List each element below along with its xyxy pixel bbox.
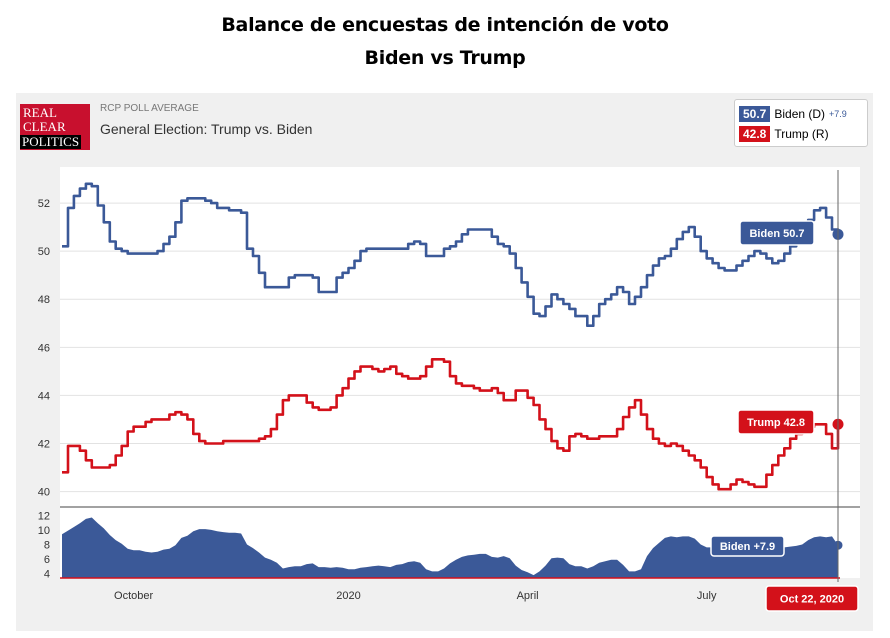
callout-biden-text: Biden 50.7 — [749, 228, 804, 240]
y-tick-label: 50 — [38, 246, 50, 258]
logo-line-1: REAL — [23, 105, 57, 120]
series-line-trump — [62, 358, 840, 491]
legend-row-biden[interactable]: 50.7 Biden (D) +7.9 — [739, 105, 847, 123]
y-tick-label: 52 — [38, 198, 50, 210]
page-title-line-1: Balance de encuestas de intención de vot… — [221, 14, 669, 36]
poll-average-label: RCP POLL AVERAGE — [100, 103, 199, 114]
x-tick-label: October — [114, 590, 153, 602]
callout-date-text: Oct 22, 2020 — [780, 593, 844, 605]
legend-biden-spread: +7.9 — [829, 109, 847, 119]
chart-heading: General Election: Trump vs. Biden — [100, 121, 313, 137]
x-tick-label: 2020 — [336, 590, 360, 602]
logo-line-3: POLITICS — [20, 134, 82, 149]
y-tick-label: 44 — [38, 390, 50, 402]
legend-row-trump[interactable]: 42.8 Trump (R) — [739, 125, 829, 143]
x-tick-label: April — [517, 590, 539, 602]
callout-spread-text: Biden +7.9 — [720, 541, 775, 553]
spread-y-tick-label: 6 — [44, 554, 50, 566]
spread-area — [62, 517, 838, 578]
y-tick-label: 40 — [38, 487, 50, 499]
legend-biden-label: Biden (D) — [774, 107, 826, 121]
rcp-logo: REAL CLEAR POLITICS — [20, 104, 90, 150]
page-title-line-2: Biden vs Trump — [364, 47, 526, 69]
spread-y-tick-label: 10 — [38, 525, 50, 537]
legend-trump-label: Trump (R) — [774, 127, 829, 141]
callout-trump-box — [737, 409, 815, 435]
callout-date-box — [765, 585, 859, 612]
y-tick-label: 48 — [38, 294, 50, 306]
callout-spread-box — [710, 535, 785, 557]
logo-line-2: CLEAR — [23, 119, 66, 134]
series-line-biden — [62, 182, 840, 327]
spread-y-tick-label: 4 — [44, 569, 50, 581]
y-tick-label: 46 — [38, 342, 50, 354]
legend-biden-value: 50.7 — [739, 106, 771, 122]
callout-trump-text: Trump 42.8 — [747, 417, 805, 429]
spread-y-tick-label: 8 — [44, 539, 50, 551]
spread-y-tick-label: 12 — [38, 510, 50, 522]
callout-biden-box — [739, 220, 815, 246]
legend: 50.7 Biden (D) +7.9 42.8 Trump (R) — [734, 99, 868, 147]
legend-trump-value: 42.8 — [739, 126, 771, 142]
y-tick-label: 42 — [38, 438, 50, 450]
x-tick-label: July — [697, 590, 717, 602]
main-plot-area — [60, 167, 860, 506]
